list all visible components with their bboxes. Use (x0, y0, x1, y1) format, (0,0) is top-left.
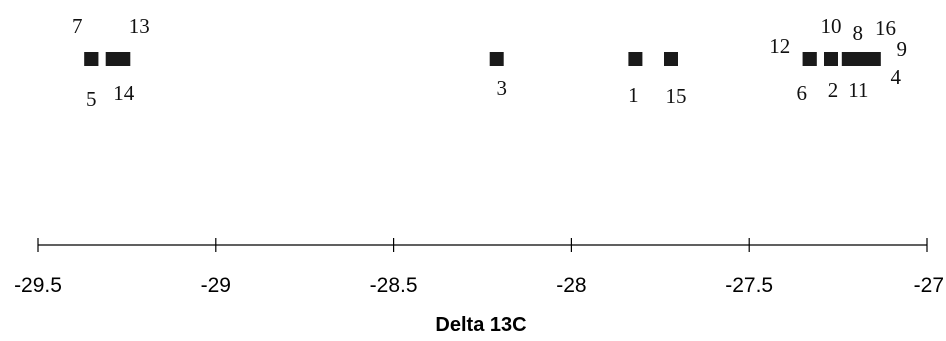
point-label-12: 12 (769, 34, 790, 58)
point-label-7: 7 (72, 14, 83, 38)
point-label-14: 14 (113, 81, 135, 105)
point-label-8: 8 (853, 21, 864, 45)
data-point-14 (105, 52, 120, 66)
point-label-3: 3 (496, 76, 507, 100)
point-label-13: 13 (129, 14, 150, 38)
x-axis-title: Delta 13C (435, 314, 526, 336)
x-tick-label: -29.5 (14, 274, 62, 297)
x-tick-label: -27.5 (725, 274, 773, 297)
data-point-15 (664, 52, 678, 66)
point-label-16: 16 (875, 16, 896, 40)
point-label-6: 6 (796, 81, 807, 105)
markers-layer (84, 52, 881, 66)
point-label-5: 5 (86, 87, 97, 111)
data-point-1 (628, 52, 643, 66)
data-point-3 (489, 52, 504, 66)
point-label-10: 10 (821, 14, 842, 38)
x-tick-label: -28 (556, 274, 586, 297)
x-tick-label: -28.5 (370, 274, 418, 297)
x-axis-ticks: -29.5 -29 -28.5 -28 -27.5 -27 (14, 238, 944, 297)
data-point-16 (859, 52, 874, 66)
x-tick-label: -29 (201, 274, 231, 297)
data-point-7 (84, 52, 99, 66)
point-label-2: 2 (828, 78, 839, 102)
point-label-9: 9 (896, 37, 907, 61)
data-point-12 (802, 52, 817, 66)
data-point-13 (116, 52, 131, 66)
data-point-8 (841, 52, 856, 66)
x-tick-label: -27 (914, 274, 944, 297)
data-point-10 (824, 52, 838, 66)
point-label-11: 11 (848, 78, 868, 102)
point-label-4: 4 (890, 65, 901, 89)
point-label-15: 15 (666, 84, 687, 108)
point-label-1: 1 (628, 83, 639, 107)
